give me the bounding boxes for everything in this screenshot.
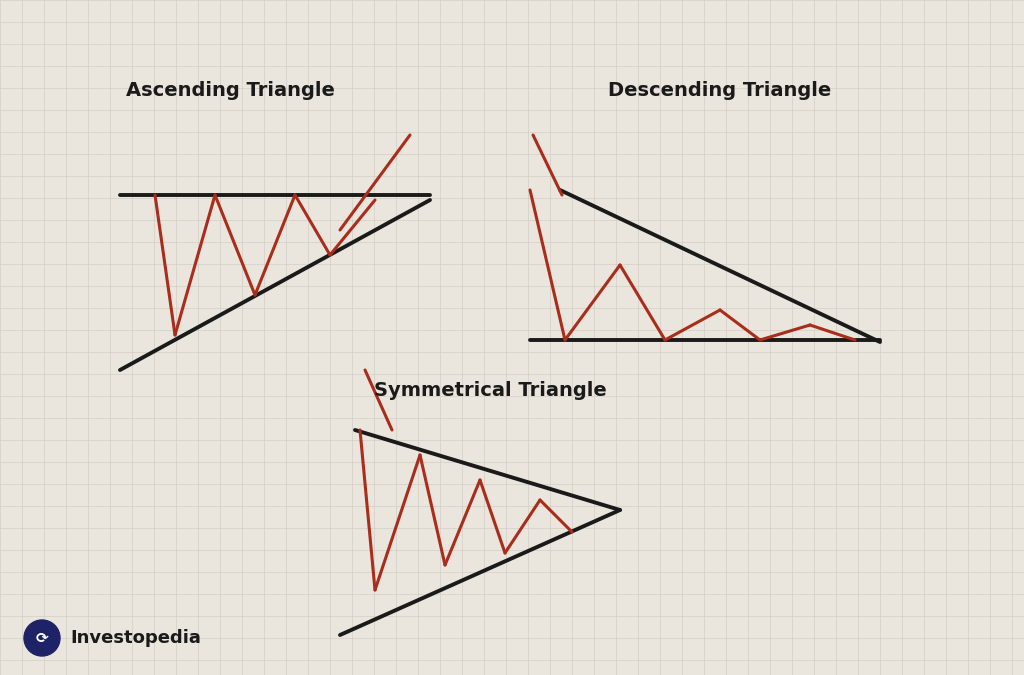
Text: Ascending Triangle: Ascending Triangle [126,80,335,99]
Text: Investopedia: Investopedia [70,629,201,647]
Text: ⟳: ⟳ [36,630,48,645]
Text: Symmetrical Triangle: Symmetrical Triangle [374,381,606,400]
Circle shape [24,620,60,656]
Text: Descending Triangle: Descending Triangle [608,80,831,99]
